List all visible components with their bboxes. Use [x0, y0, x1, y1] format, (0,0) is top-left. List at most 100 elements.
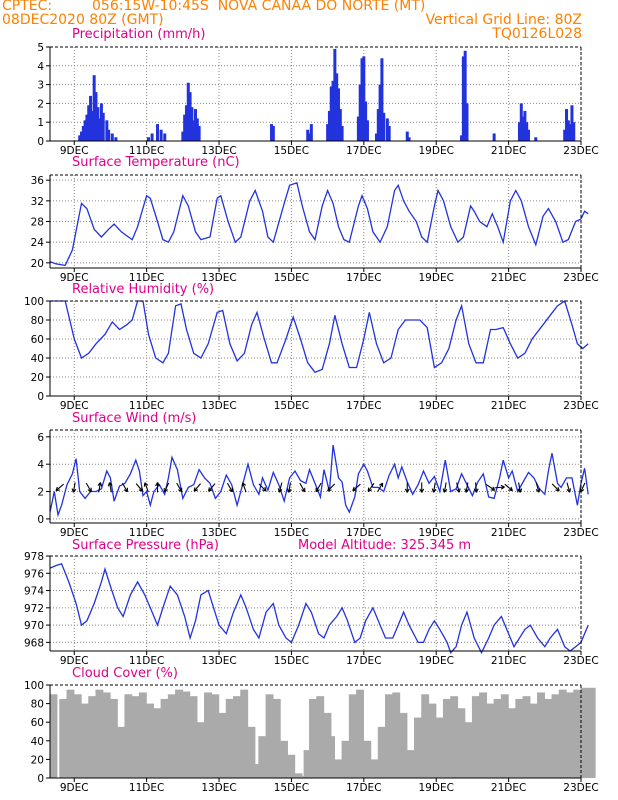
cloud-bar — [392, 692, 401, 778]
cloud-bar — [225, 698, 234, 778]
wind-arrow-shaft — [465, 482, 469, 493]
precip-bar — [519, 103, 523, 141]
cloud-bar — [457, 708, 466, 778]
precip-bar — [306, 129, 310, 141]
wind-arrow-head — [242, 482, 247, 486]
wind-arrow-shaft — [535, 482, 540, 493]
wind-arrow-shaft — [242, 482, 247, 493]
wind-arrow-shaft — [208, 483, 216, 492]
cloud-bar — [316, 696, 325, 778]
precip-bar — [333, 48, 337, 141]
precip-bar — [523, 110, 527, 141]
x-tick-label: 9DEC — [60, 655, 89, 667]
cloud-bar — [247, 726, 256, 778]
precip-bar — [192, 120, 196, 141]
wind-arrow-shaft — [551, 483, 560, 492]
cloud-bar — [88, 696, 97, 778]
x-tick-label: 11DEC — [129, 400, 164, 412]
precip-bar — [92, 75, 96, 141]
wind-arrow-head — [278, 488, 283, 493]
precip-bar — [184, 105, 188, 141]
cloud-bar — [537, 692, 545, 778]
panel-title: Cloud Cover (%) — [72, 666, 178, 681]
y-tick-label: 40 — [31, 736, 44, 748]
wind-arrow-head — [97, 482, 101, 486]
x-tick-label: 15DEC — [274, 655, 309, 667]
wind-arrow-shaft — [443, 482, 447, 493]
wind-arrow — [419, 482, 425, 493]
wind-arrow-head — [475, 488, 479, 493]
wind-arrow-head — [517, 488, 521, 493]
y-tick-label: 976 — [24, 568, 44, 580]
wind-arrow-head — [569, 488, 572, 493]
x-tick-label: 11DEC — [129, 145, 164, 157]
wind-arrow-head — [55, 489, 60, 492]
cloud-bar — [309, 698, 317, 778]
cloud-bar — [233, 696, 241, 778]
precip-bar — [566, 120, 570, 141]
wind-arrow-head — [72, 488, 77, 493]
wind-arrow-shaft — [432, 482, 436, 493]
cloud-bar — [327, 736, 336, 778]
wind-arrow — [442, 482, 448, 493]
precip-bar — [326, 124, 330, 141]
precip-bar — [188, 92, 192, 141]
cloud-bar — [413, 717, 422, 778]
y-tick-label: 0 — [37, 391, 44, 403]
wind-arrow — [155, 482, 160, 493]
wind-arrow-head — [443, 488, 448, 493]
wind-arrow-head — [327, 489, 332, 492]
wind-arrow-head — [288, 488, 292, 493]
precip-bar — [195, 118, 199, 141]
y-tick-label: 970 — [24, 620, 44, 632]
y-tick-label: 4 — [37, 61, 44, 73]
wind-arrow-head — [155, 482, 158, 487]
cloud-bar — [153, 708, 162, 778]
panel-title: Precipitation (mm/h) — [72, 27, 205, 42]
precip-bar — [107, 129, 111, 141]
precip-bar — [105, 120, 109, 141]
x-tick-label: 11DEC — [129, 782, 164, 794]
y-tick-label: 0 — [37, 136, 44, 148]
precip-bar — [90, 110, 94, 141]
wind-arrow-shaft — [176, 482, 183, 493]
wind-arrow-shaft — [456, 482, 460, 493]
wind-arrow-shaft — [72, 482, 76, 493]
precip-bar — [356, 116, 360, 141]
y-tick-label: 20 — [31, 258, 44, 270]
wind-arrow-shaft — [109, 482, 112, 493]
series-line — [49, 444, 589, 518]
wind-arrow-head — [141, 487, 144, 492]
header-init-time: 08DEC2020 80Z (GMT) — [2, 12, 164, 28]
wind-arrow-shaft — [504, 483, 513, 492]
x-tick-label: 21DEC — [491, 145, 526, 157]
wind-arrow-head — [538, 488, 541, 493]
wind-arrow-head — [535, 488, 540, 493]
x-tick-label: 9DEC — [60, 527, 89, 539]
y-tick-label: 4 — [37, 459, 44, 471]
wind-arrow-head — [433, 488, 437, 493]
precip-bar — [365, 120, 369, 141]
panel-title: Surface Temperature (nC) — [72, 155, 240, 170]
wind-arrow — [163, 482, 170, 493]
precip-bar — [378, 84, 382, 141]
x-tick-label: 11DEC — [129, 527, 164, 539]
x-tick-label: 15DEC — [274, 782, 309, 794]
precip-bar — [405, 131, 409, 141]
cloud-bar — [218, 712, 227, 778]
y-tick-label: 20 — [31, 372, 44, 384]
wind-arrow-head — [352, 489, 357, 492]
wind-arrow — [517, 482, 523, 493]
header-model: TQ0126L028 — [492, 26, 582, 42]
y-tick-label: 974 — [24, 586, 44, 598]
wind-arrow-shaft — [377, 482, 384, 493]
cloud-bar — [211, 694, 220, 778]
wind-arrow — [504, 483, 513, 492]
wind-arrow-head — [465, 488, 470, 493]
wind-arrow-shaft — [144, 482, 149, 493]
wind-arrow-head — [157, 482, 160, 487]
wind-arrow — [566, 482, 572, 493]
cloud-bar — [189, 696, 198, 778]
wind-arrow — [208, 483, 216, 492]
precip-bar — [338, 109, 342, 141]
